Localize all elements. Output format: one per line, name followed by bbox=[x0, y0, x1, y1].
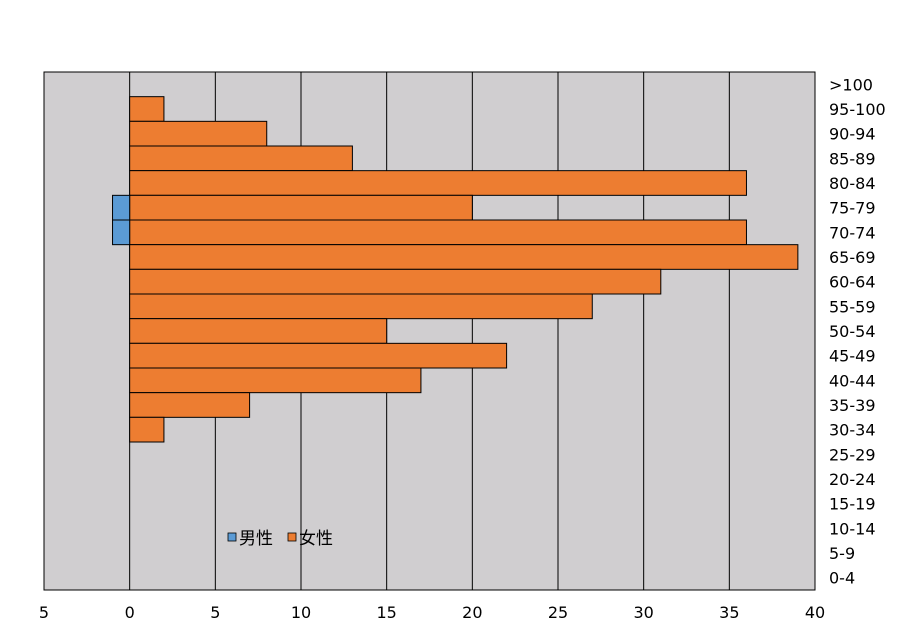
bars-group bbox=[112, 96, 799, 443]
bar-female bbox=[129, 120, 268, 147]
y-tick-labels: >100 95-100 90-94 85-89 80-84 75-79 70-74 65-69… bbox=[829, 75, 886, 587]
x-tick-label: 10 bbox=[291, 603, 311, 622]
y-tick-label: 70-74 bbox=[829, 223, 876, 242]
y-tick-label: 55-59 bbox=[829, 297, 876, 316]
y-tick-label: 45-49 bbox=[829, 347, 876, 366]
bar-female bbox=[129, 96, 165, 122]
bar-male bbox=[112, 194, 131, 221]
bar-female bbox=[129, 293, 593, 320]
bar-female bbox=[129, 194, 473, 221]
y-tick-label: 20-24 bbox=[829, 470, 876, 489]
legend-label: 女性 bbox=[299, 529, 333, 549]
legend-label: 男性 bbox=[239, 529, 273, 549]
y-tick-label: 40-44 bbox=[829, 371, 876, 390]
x-tick-label: 0 bbox=[125, 603, 135, 622]
y-tick-label: 0-4 bbox=[829, 569, 855, 588]
x-tick-label: 25 bbox=[548, 603, 568, 622]
bar-female bbox=[129, 268, 662, 295]
y-tick-label: 25-29 bbox=[829, 445, 876, 464]
y-tick-label: 75-79 bbox=[829, 199, 876, 218]
y-tick-label: 30-34 bbox=[829, 421, 876, 440]
x-tick-label: 40 bbox=[805, 603, 825, 622]
y-tick-label: 80-84 bbox=[829, 174, 876, 193]
legend-swatch bbox=[287, 532, 297, 542]
bar-male bbox=[112, 219, 131, 246]
bar-female bbox=[129, 342, 508, 369]
y-tick-label: 50-54 bbox=[829, 322, 876, 341]
y-tick-label: 5-9 bbox=[829, 544, 855, 563]
y-tick-label: 90-94 bbox=[829, 125, 876, 144]
y-tick-label: 85-89 bbox=[829, 149, 876, 168]
y-tick-label: 95-100 bbox=[829, 100, 886, 119]
x-tick-label: 5 bbox=[210, 603, 220, 622]
x-tick-label: 5 bbox=[39, 603, 49, 622]
y-tick-label: 15-19 bbox=[829, 495, 876, 514]
y-tick-label: 65-69 bbox=[829, 248, 876, 267]
bar-female bbox=[129, 145, 353, 172]
bar-female bbox=[129, 367, 422, 394]
y-tick-label: 10-14 bbox=[829, 519, 876, 538]
bar-female bbox=[129, 392, 251, 418]
y-tick-label: >100 bbox=[829, 75, 873, 94]
bar-female bbox=[129, 244, 799, 270]
bar-female bbox=[129, 170, 747, 196]
y-tick-label: 60-64 bbox=[829, 273, 876, 292]
x-tick-label: 35 bbox=[719, 603, 739, 622]
bar-female bbox=[129, 416, 165, 443]
legend-swatch bbox=[227, 532, 237, 542]
x-tick-label: 30 bbox=[633, 603, 653, 622]
legend: 男性 女性 bbox=[227, 529, 333, 549]
bar-female bbox=[129, 318, 388, 344]
y-tick-label: 35-39 bbox=[829, 396, 876, 415]
x-tick-label: 20 bbox=[462, 603, 482, 622]
x-tick-label: 15 bbox=[376, 603, 396, 622]
x-tick-labels: 5 0 5 10 15 20 25 30 35 40 bbox=[39, 603, 825, 622]
bar-female bbox=[129, 219, 747, 246]
